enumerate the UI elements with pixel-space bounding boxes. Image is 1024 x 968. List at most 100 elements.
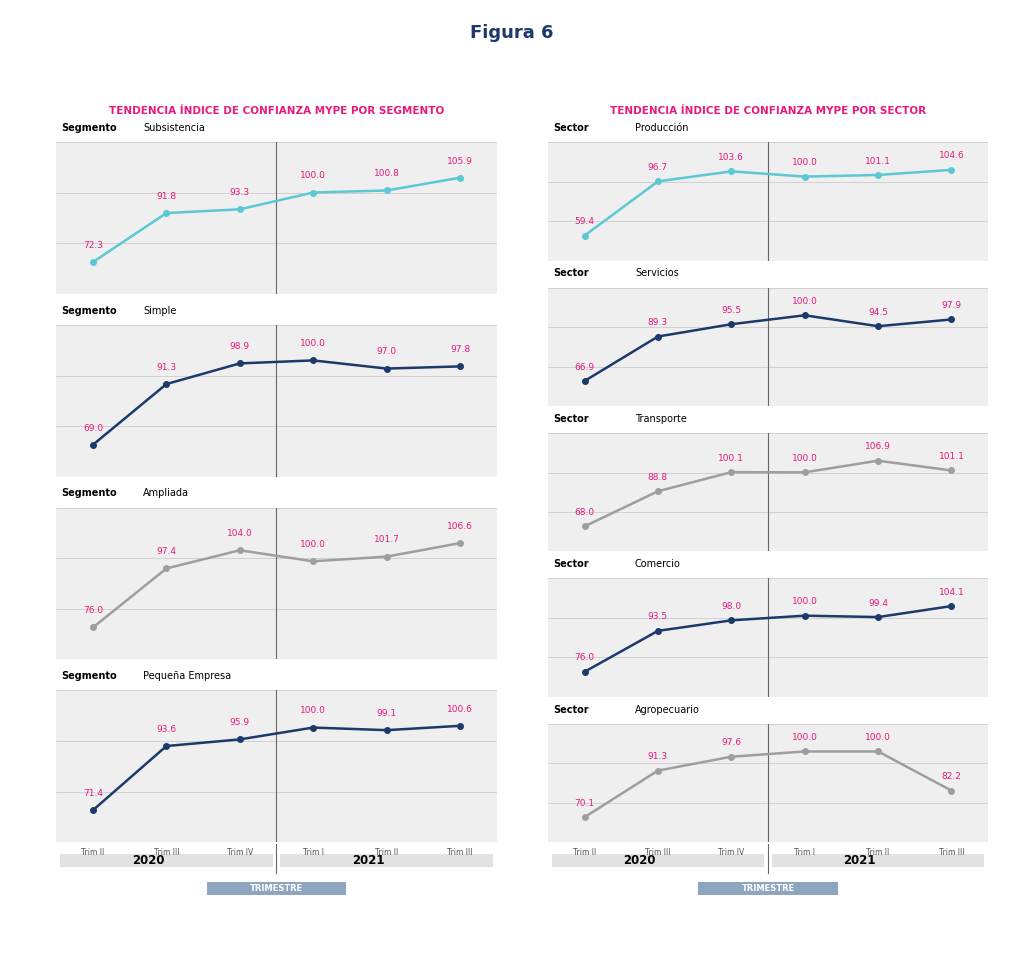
Text: 72.3: 72.3: [83, 241, 103, 250]
Text: Sector: Sector: [553, 123, 589, 133]
Text: 97.4: 97.4: [157, 547, 176, 557]
Text: 104.1: 104.1: [939, 588, 965, 596]
Text: 97.8: 97.8: [450, 346, 470, 354]
Text: Figura 6: Figura 6: [470, 24, 554, 43]
FancyBboxPatch shape: [281, 854, 493, 867]
Text: 88.8: 88.8: [648, 472, 668, 482]
Text: Simple: Simple: [143, 306, 177, 316]
FancyBboxPatch shape: [552, 854, 764, 867]
Text: Trim III: Trim III: [645, 848, 671, 857]
Text: 100.0: 100.0: [792, 733, 817, 742]
Text: ÍNDICE DE CONFIANZA POR SEGMENTO Y SECTOR ECONÓMICO: ÍNDICE DE CONFIANZA POR SEGMENTO Y SECTO…: [268, 71, 756, 84]
Text: 70.1: 70.1: [574, 799, 595, 807]
Text: 104.6: 104.6: [939, 151, 965, 161]
Text: Transporte: Transporte: [635, 413, 687, 424]
FancyBboxPatch shape: [698, 882, 838, 894]
Text: 93.3: 93.3: [229, 188, 250, 197]
Text: Trim IV: Trim IV: [718, 848, 744, 857]
Text: Trim IV: Trim IV: [226, 848, 253, 857]
Text: Trim II: Trim II: [375, 848, 398, 857]
Text: Sector: Sector: [553, 560, 589, 569]
Text: 59.4: 59.4: [574, 217, 595, 227]
Text: 105.9: 105.9: [447, 157, 473, 166]
Text: Trim III: Trim III: [939, 848, 965, 857]
Text: 68.0: 68.0: [574, 508, 595, 517]
Text: 89.3: 89.3: [648, 318, 668, 327]
Text: Trim III: Trim III: [447, 848, 473, 857]
Text: Segmento: Segmento: [61, 123, 117, 133]
Text: 106.6: 106.6: [447, 522, 473, 531]
Text: Ampliada: Ampliada: [143, 488, 189, 499]
Text: 96.7: 96.7: [648, 163, 668, 172]
Text: Trim I: Trim I: [795, 848, 815, 857]
Text: 99.1: 99.1: [377, 709, 396, 718]
Text: 100.0: 100.0: [300, 171, 326, 180]
Text: 101.1: 101.1: [939, 452, 965, 461]
Text: Subsistencia: Subsistencia: [143, 123, 205, 133]
Text: Segmento: Segmento: [61, 671, 117, 681]
Text: 91.3: 91.3: [157, 363, 176, 372]
Text: 95.5: 95.5: [721, 306, 741, 315]
Text: 101.7: 101.7: [374, 535, 399, 544]
Text: 76.0: 76.0: [83, 606, 103, 616]
Text: 100.0: 100.0: [300, 707, 326, 715]
Text: TRIMESTRE: TRIMESTRE: [250, 884, 303, 892]
Text: 103.6: 103.6: [719, 153, 744, 162]
Text: 104.0: 104.0: [227, 529, 253, 538]
Text: 94.5: 94.5: [868, 308, 888, 317]
Text: 71.4: 71.4: [83, 789, 103, 798]
Text: Segmento: Segmento: [61, 306, 117, 316]
Text: 2020: 2020: [132, 854, 164, 867]
Text: TENDENCIA ÍNDICE DE CONFIANZA MYPE POR SEGMENTO: TENDENCIA ÍNDICE DE CONFIANZA MYPE POR S…: [109, 106, 444, 116]
Text: 101.1: 101.1: [865, 157, 891, 166]
FancyBboxPatch shape: [207, 882, 346, 894]
Text: 100.0: 100.0: [300, 339, 326, 348]
Text: Trim II: Trim II: [572, 848, 596, 857]
Text: 98.0: 98.0: [721, 602, 741, 611]
Text: Segmento: Segmento: [61, 488, 117, 499]
Text: 2021: 2021: [844, 854, 876, 867]
Text: Pequeña Empresa: Pequeña Empresa: [143, 671, 231, 681]
Text: Sector: Sector: [553, 705, 589, 714]
Text: Sector: Sector: [553, 268, 589, 279]
Text: 93.5: 93.5: [648, 613, 668, 621]
Text: Sector: Sector: [553, 413, 589, 424]
Text: Agropecuario: Agropecuario: [635, 705, 699, 714]
Text: 93.6: 93.6: [157, 725, 176, 734]
Text: Trim III: Trim III: [154, 848, 179, 857]
Text: 100.6: 100.6: [447, 705, 473, 713]
Text: 100.0: 100.0: [792, 158, 817, 167]
Text: Trim II: Trim II: [81, 848, 104, 857]
Text: 106.9: 106.9: [865, 442, 891, 451]
Text: 100.0: 100.0: [792, 454, 817, 463]
Text: 95.9: 95.9: [229, 718, 250, 727]
Text: 66.9: 66.9: [574, 363, 595, 372]
Text: 2021: 2021: [352, 854, 384, 867]
Text: 2020: 2020: [624, 854, 655, 867]
Text: Trim I: Trim I: [303, 848, 324, 857]
Text: TRIMESTRE: TRIMESTRE: [741, 884, 795, 892]
Text: 91.3: 91.3: [648, 752, 668, 761]
Text: 97.6: 97.6: [721, 739, 741, 747]
Text: 100.0: 100.0: [300, 540, 326, 549]
Text: 100.1: 100.1: [719, 454, 744, 463]
Text: 76.0: 76.0: [574, 653, 595, 662]
Text: Producción: Producción: [635, 123, 688, 133]
Text: 97.9: 97.9: [941, 301, 962, 310]
Text: 97.0: 97.0: [377, 348, 396, 356]
Text: 69.0: 69.0: [83, 424, 103, 433]
Text: 100.0: 100.0: [865, 733, 891, 742]
Text: Trim II: Trim II: [866, 848, 890, 857]
Text: Comercio: Comercio: [635, 560, 681, 569]
Text: 100.0: 100.0: [792, 597, 817, 606]
Text: 99.4: 99.4: [868, 598, 888, 608]
Text: 91.8: 91.8: [157, 192, 176, 201]
FancyBboxPatch shape: [772, 854, 984, 867]
Text: TENDENCIA ÍNDICE DE CONFIANZA MYPE POR SECTOR: TENDENCIA ÍNDICE DE CONFIANZA MYPE POR S…: [610, 106, 926, 116]
Text: 100.0: 100.0: [792, 297, 817, 306]
Text: Servicios: Servicios: [635, 268, 679, 279]
Text: 98.9: 98.9: [229, 343, 250, 351]
Text: 100.8: 100.8: [374, 169, 399, 178]
Text: 82.2: 82.2: [941, 772, 962, 781]
FancyBboxPatch shape: [60, 854, 272, 867]
